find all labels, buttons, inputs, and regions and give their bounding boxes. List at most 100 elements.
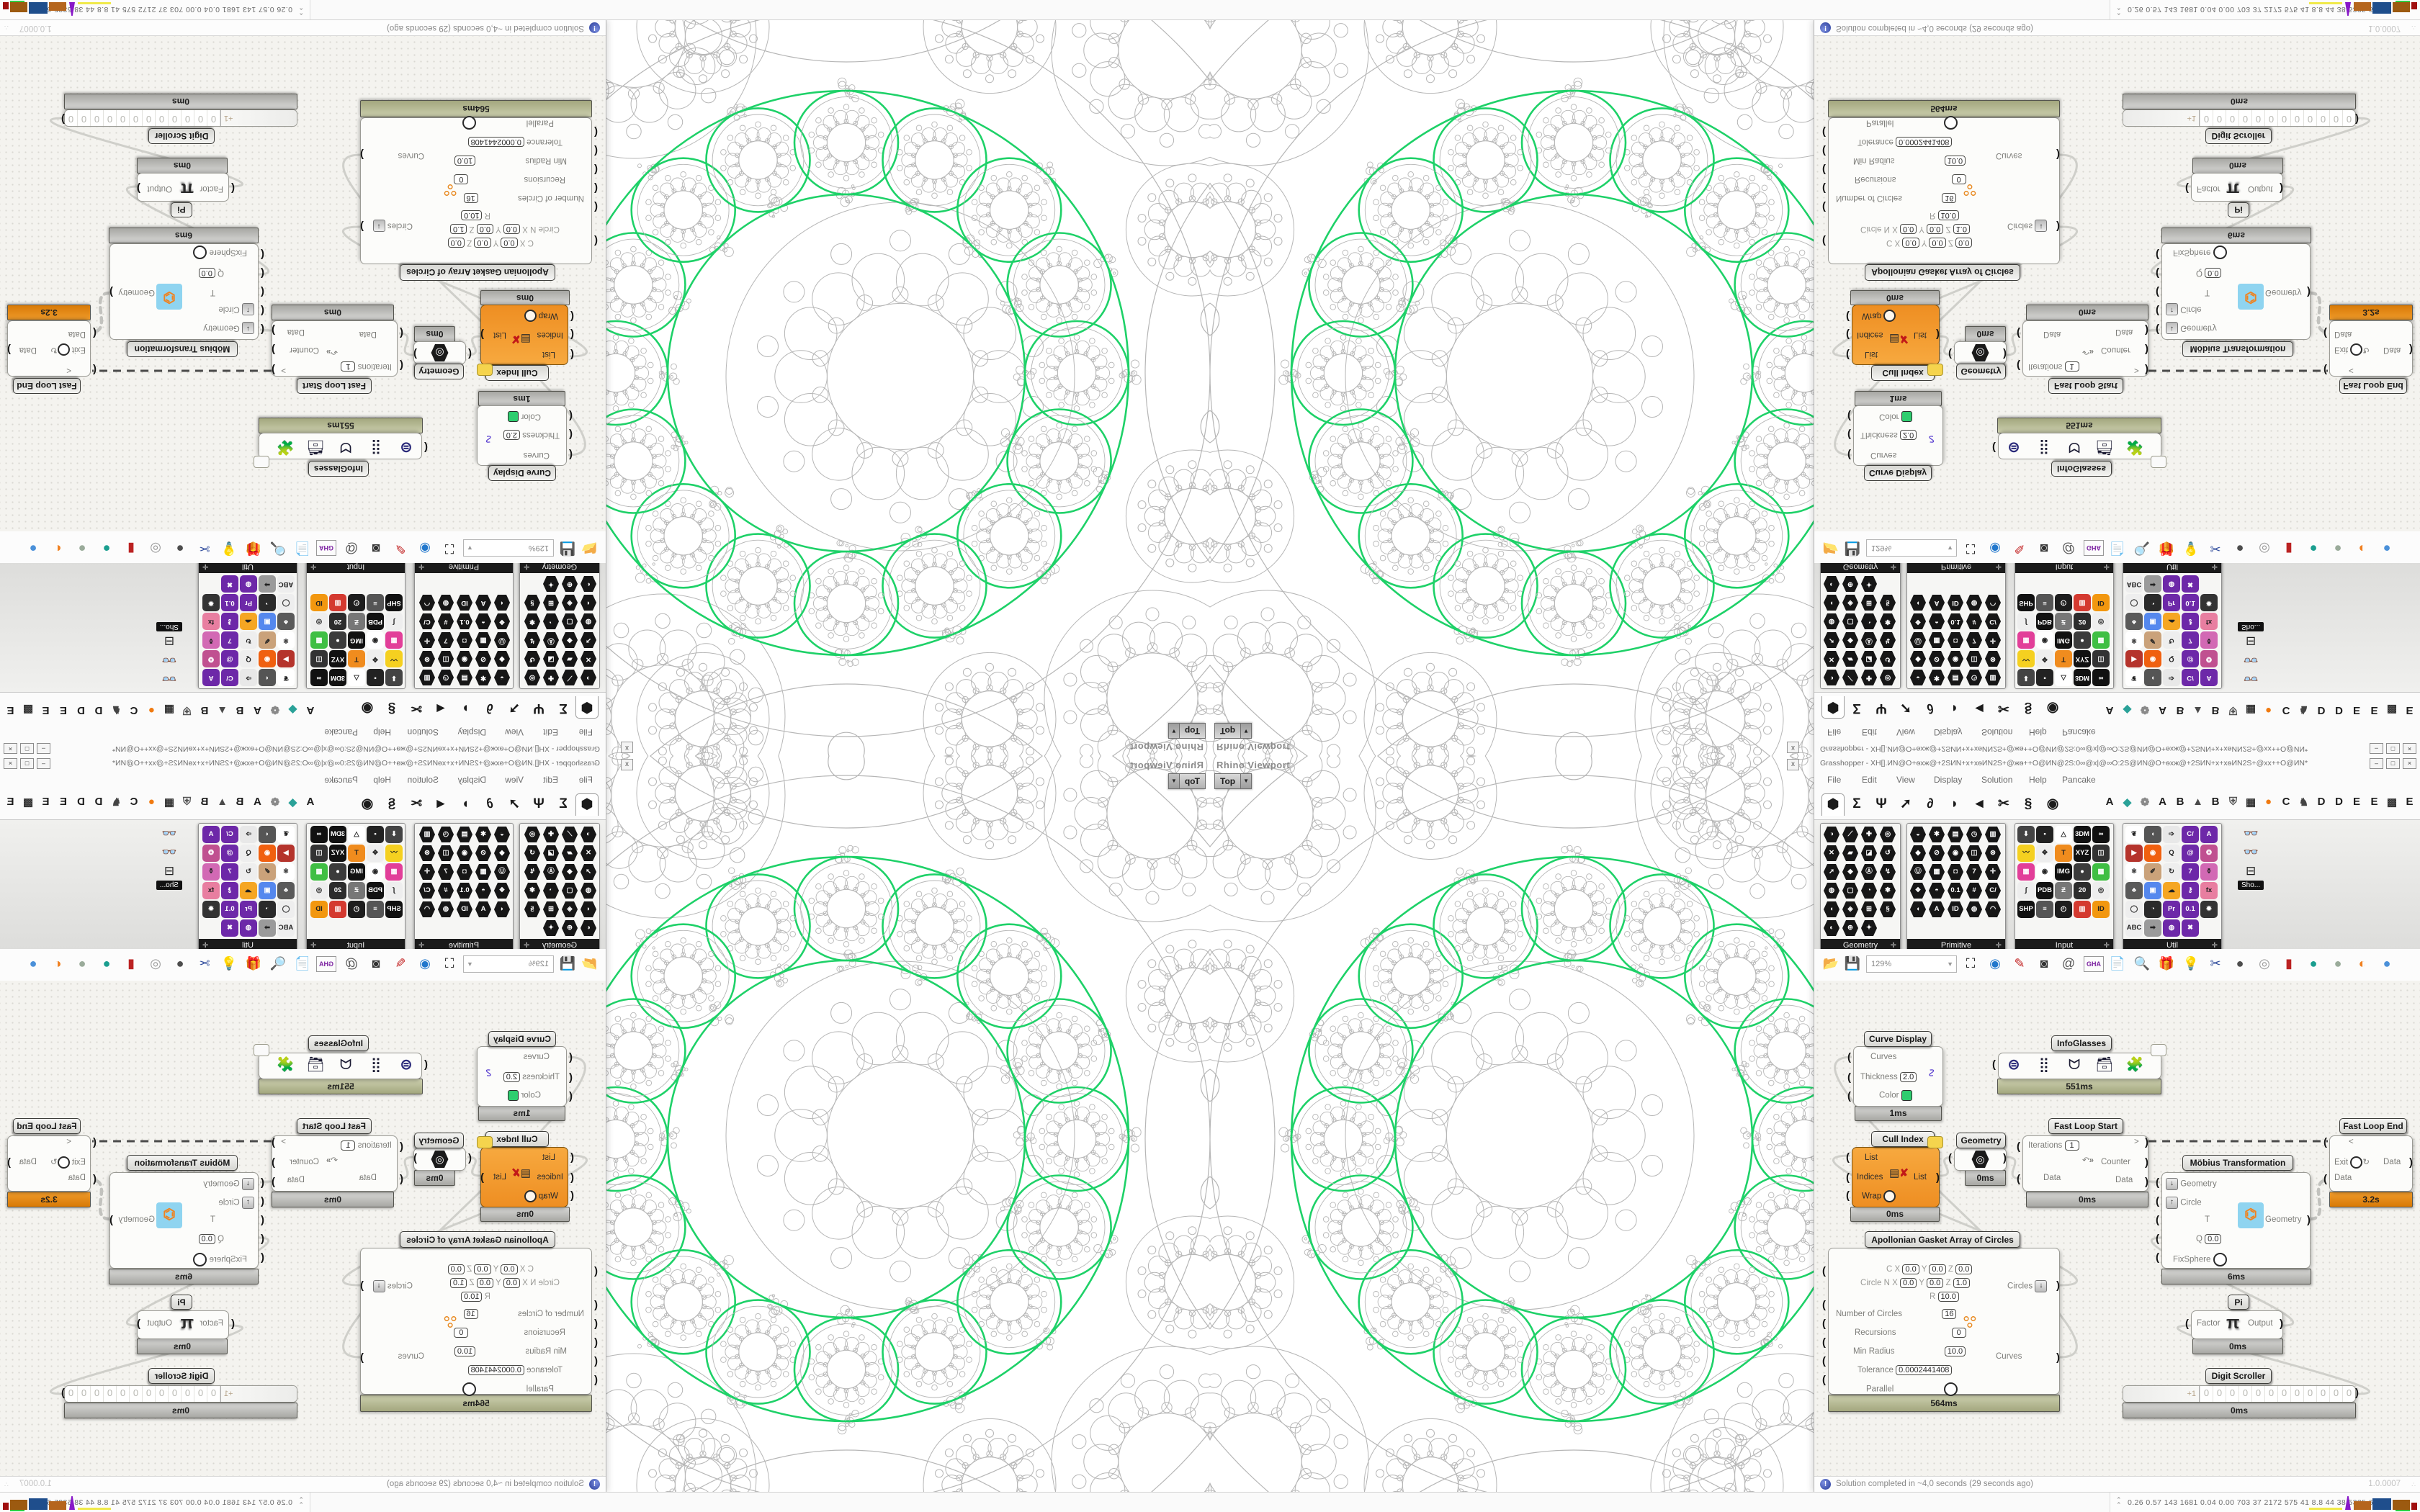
component-icon[interactable]: A <box>475 901 492 918</box>
component-label-curve-display[interactable]: Curve Display <box>488 465 556 481</box>
digit-cell[interactable]: 0 <box>2264 110 2277 126</box>
tab-plugin-17[interactable]: E <box>2406 704 2414 716</box>
component-icon[interactable]: ≡ <box>367 901 384 918</box>
component-icon[interactable]: ▰ <box>561 650 578 667</box>
gray-ball-icon[interactable]: ● <box>78 956 86 971</box>
arrow-down-icon[interactable]: ↓ <box>242 1178 254 1190</box>
tab-category-5[interactable]: ◗ <box>1950 701 1959 716</box>
tab-category-0[interactable]: ⬢ <box>575 696 599 719</box>
tab-plugin-14[interactable]: E <box>2352 704 2360 716</box>
component-icon[interactable]: △ <box>2055 826 2072 843</box>
component-icon[interactable]: A <box>202 669 220 686</box>
finder-icon[interactable]: 🔍 <box>2133 541 2151 556</box>
component-icon[interactable]: ◖ <box>493 901 511 918</box>
parallel-toggle[interactable] <box>1943 116 1958 130</box>
blue-ball-icon[interactable]: ● <box>2383 541 2391 556</box>
component-icon[interactable]: ◐ <box>1823 919 1840 937</box>
component-icon[interactable]: 20 <box>2074 882 2091 899</box>
component-label-geometry[interactable]: Geometry <box>1956 1133 2006 1148</box>
component-icon[interactable]: ◫ <box>1966 650 1983 667</box>
component-icon[interactable]: C/ <box>418 613 436 630</box>
component-icon[interactable]: ◫ <box>437 650 454 667</box>
component-icon[interactable]: XYZ <box>329 845 346 862</box>
digit-cell[interactable]: 0 <box>2277 1386 2290 1402</box>
tab-plugin-9[interactable]: ● <box>148 796 156 808</box>
iterations-value[interactable]: 1 <box>2064 361 2079 372</box>
component-icon[interactable]: ≡ <box>2036 901 2053 918</box>
dark-sphere-icon[interactable]: ● <box>176 956 184 971</box>
component-icon[interactable]: ✖ <box>2182 919 2199 937</box>
component-icon[interactable]: ▶ <box>2125 650 2143 667</box>
component-label-fast-loop-end[interactable]: Fast Loop End <box>2339 1118 2407 1134</box>
component-icon[interactable]: XYZ <box>329 650 346 667</box>
component-icon[interactable]: ▢ <box>1842 882 1859 899</box>
tab-plugin-5[interactable]: ▲ <box>217 796 228 808</box>
component-icon[interactable]: ✛ <box>418 863 436 881</box>
component-icon[interactable]: ↻ <box>240 631 257 649</box>
component-icon[interactable]: A <box>202 826 220 843</box>
tab-plugin-0[interactable]: A <box>306 796 315 808</box>
component-icon[interactable]: ◎ <box>524 669 541 686</box>
tab-category-8[interactable]: § <box>387 701 396 716</box>
component-icon[interactable]: ⚱ <box>2200 863 2218 881</box>
arrow-up-icon[interactable]: ↑ <box>242 303 254 315</box>
component-icon[interactable]: ❦ <box>2125 826 2143 843</box>
component-icon[interactable]: ◎ <box>2092 613 2110 630</box>
component-icon[interactable]: ▣ <box>259 882 276 899</box>
component-icon[interactable]: Q <box>240 845 257 862</box>
component-icon[interactable]: ◍ <box>2163 575 2180 593</box>
show-panel-icon[interactable]: 👓 <box>2243 672 2259 685</box>
tab-plugin-7[interactable]: ⛨ <box>182 704 192 716</box>
show-panel-icon[interactable]: 👓 <box>161 827 177 840</box>
component-label-geometry[interactable]: Geometry <box>414 364 464 379</box>
component-icon[interactable]: ▪ <box>2036 826 2053 843</box>
tab-plugin-15[interactable]: E <box>42 704 50 716</box>
component-icon[interactable]: ◷ <box>437 669 454 686</box>
teal-ball-icon[interactable]: ● <box>2309 956 2318 971</box>
component-label-mobius[interactable]: Möbius Transformation <box>127 1155 238 1171</box>
component-icon[interactable]: ☁ <box>2163 613 2180 630</box>
component-icon[interactable]: ➡ <box>259 919 276 937</box>
component-icon[interactable]: ✐ <box>259 631 276 649</box>
grasshopper-titlebar[interactable]: Grasshopper - ХН[].ИN@О+ѳхж@+2SИN+х+хѳИN… <box>1814 756 2420 770</box>
menu-edit[interactable]: Edit <box>1862 727 1877 737</box>
component-label-fast-loop-start[interactable]: Fast Loop Start <box>2048 1118 2123 1134</box>
menu-file[interactable]: File <box>1827 775 1842 785</box>
tab-category-9[interactable]: ◉ <box>2046 796 2059 811</box>
component-icon[interactable]: ⚱ <box>2200 631 2218 649</box>
component-icon[interactable]: ◉ <box>456 845 473 862</box>
component-icon[interactable]: ◆ <box>493 845 511 862</box>
package-icon[interactable]: 🎁 <box>2158 956 2175 971</box>
r-value[interactable]: 10.0 <box>1937 1292 1959 1302</box>
component-icon[interactable]: ◖ <box>1909 901 1927 918</box>
tab-plugin-15[interactable]: E <box>42 796 50 808</box>
component-icon[interactable]: C/ <box>221 669 238 686</box>
dark-sphere-icon[interactable]: ● <box>2236 956 2244 971</box>
digit-cell[interactable]: 0 <box>2213 110 2226 126</box>
number-of-circles-value[interactable]: 16 <box>1942 193 1957 203</box>
nx-value[interactable]: 0.0 <box>1899 1278 1917 1288</box>
component-mobius[interactable] <box>2161 1172 2311 1269</box>
component-icon[interactable]: ◷ <box>1966 669 1983 686</box>
show-panel-icon[interactable]: ⊟ <box>163 864 175 878</box>
component-icon[interactable]: ▣ <box>2144 882 2161 899</box>
component-label-cull-index[interactable]: Cull Index <box>485 365 549 381</box>
digit-cell[interactable]: 0 <box>2316 110 2329 126</box>
tab-plugin-9[interactable]: ● <box>2264 704 2272 716</box>
component-icon[interactable]: ◉ <box>367 863 384 881</box>
component-pi[interactable] <box>2191 1310 2283 1339</box>
hint-bulb-icon[interactable]: 💡 <box>2182 956 2200 971</box>
component-icon[interactable]: ◎ <box>524 826 541 843</box>
component-icon[interactable]: ↯ <box>1879 631 1896 649</box>
component-icon[interactable]: ◖ <box>1909 594 1927 611</box>
component-icon[interactable]: ⊞ <box>1860 594 1878 611</box>
component-icon[interactable]: ↺ <box>524 650 541 667</box>
digit-cell[interactable]: 0 <box>2238 110 2251 126</box>
component-icon[interactable]: ◍ <box>1823 613 1840 630</box>
component-icon[interactable]: ID <box>310 594 328 611</box>
warning-balloon-icon[interactable] <box>477 364 493 376</box>
component-icon[interactable]: ◒ <box>1909 669 1927 686</box>
component-icon[interactable]: PDB <box>2036 613 2053 630</box>
close-button[interactable]: × <box>4 743 17 754</box>
